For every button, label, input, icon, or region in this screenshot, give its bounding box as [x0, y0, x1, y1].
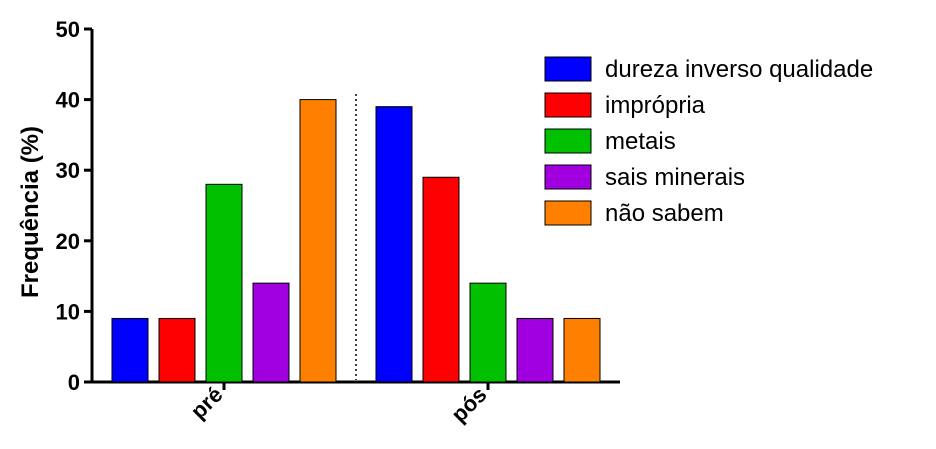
bar-pré-5 [299, 99, 337, 383]
y-tick-label-30: 30 [56, 158, 80, 183]
y-axis-title: Frequência (%) [17, 126, 44, 298]
bar-pós-2 [422, 176, 460, 383]
legend-swatch-1 [544, 56, 592, 82]
legend-label-2: imprópria [605, 92, 706, 119]
legend-label-1: dureza inverso qualidade [605, 56, 873, 83]
y-tick-label-10: 10 [56, 299, 80, 324]
y-tick-label-0: 0 [68, 370, 80, 395]
legend-label-4: sais minerais [605, 164, 745, 191]
y-axis: 0 10 20 30 40 50 [56, 17, 94, 395]
legend-swatch-3 [544, 128, 592, 154]
y-tick-label-20: 20 [56, 229, 80, 254]
legend-swatch-4 [544, 164, 592, 190]
bar-pré-1 [111, 317, 149, 383]
x-tick-label-1: pré [186, 382, 228, 424]
legend-swatch-5 [544, 200, 592, 226]
y-tick-label-50: 50 [56, 17, 80, 42]
bar-pré-2 [158, 317, 196, 383]
bar-pós-4 [516, 317, 554, 383]
legend-label-5: não sabem [605, 200, 724, 227]
bar-pós-3 [469, 282, 507, 383]
bar-pós-5 [563, 317, 601, 383]
x-axis: pré pós [90, 380, 620, 427]
bar-pré-3 [205, 183, 243, 383]
x-tick-label-2: pós [446, 382, 491, 427]
legend-label-3: metais [605, 128, 676, 155]
bar-pós-1 [375, 106, 413, 383]
y-tick-label-40: 40 [56, 88, 80, 113]
bars [111, 99, 601, 383]
legend-swatch-2 [544, 92, 592, 118]
bar-pré-4 [252, 282, 290, 383]
legend: dureza inverso qualidade imprópria metais s… [544, 56, 873, 227]
